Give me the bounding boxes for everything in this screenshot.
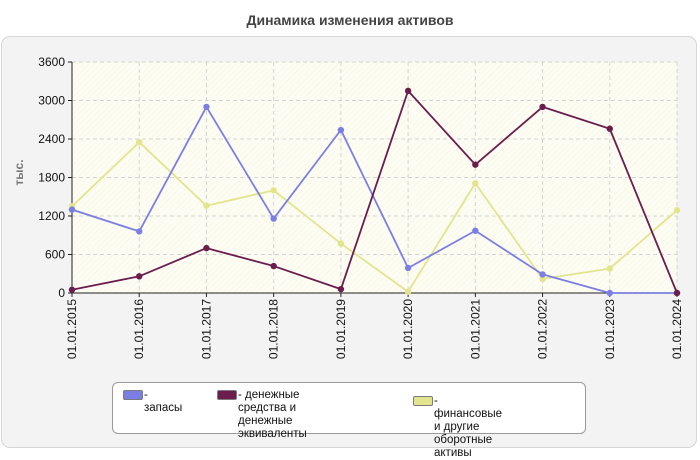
y-tick-label-2: 1200: [38, 209, 65, 223]
series-0-point-4: [337, 126, 345, 134]
series-1: [68, 87, 681, 297]
series-0-point-6: [472, 227, 479, 234]
x-tick-label-1: 01.01.2016: [132, 299, 146, 359]
series-1-point-8: [606, 125, 613, 132]
series-line-0: [71, 106, 677, 294]
legend: - запасы - денежные средства и денежные …: [112, 382, 586, 459]
series-1-point-1: [136, 273, 143, 280]
legend-swatch-zapasy: [123, 390, 143, 400]
y-tick-label-6: 3600: [38, 55, 65, 69]
y-tick-labels: 0 600 1200 1800 2400 3000 3600: [38, 55, 72, 300]
series-line-2: [71, 141, 678, 293]
x-tick-label-8: 01.01.2023: [603, 299, 617, 359]
series-0-point-3: [270, 215, 277, 222]
series-2-point-1: [136, 139, 143, 146]
series-2-point-6: [472, 180, 479, 187]
x-tick-label-5: 01.01.2020: [401, 299, 415, 359]
x-tick-label-3: 01.01.2018: [267, 299, 281, 359]
series-2-point-3: [270, 187, 277, 194]
y-axis-label: тыс.: [12, 159, 26, 185]
x-tick-label-4: 01.01.2019: [334, 299, 348, 359]
series-2-point-2: [203, 202, 210, 209]
series-0-point-1: [136, 228, 143, 235]
chart-title: Динамика изменения активов: [246, 12, 454, 28]
x-tick-labels: 01.01.2015 01.01.2016 01.01.2017 01.01.2018…: [65, 293, 684, 359]
series-1-point-5: [404, 87, 412, 95]
y-tick-label-3: 1800: [38, 171, 65, 185]
series-1-point-4: [337, 285, 345, 293]
series-1-point-0: [68, 286, 76, 293]
series-0-point-0: [68, 206, 76, 213]
series-line-1: [71, 89, 678, 294]
series-1-point-3: [270, 262, 277, 270]
x-tick-label-0: 01.01.2015: [65, 299, 79, 359]
y-tick-label-4: 2400: [38, 132, 65, 146]
series-group: [68, 87, 681, 297]
x-tick-label-7: 01.01.2022: [536, 299, 550, 359]
series-2-point-9: [673, 207, 681, 214]
legend-label-financial: - финансовые и другие оборотные активы: [434, 395, 503, 459]
grid-lines: [72, 61, 678, 293]
series-0-point-8: [606, 289, 613, 297]
series-0-point-2: [203, 103, 210, 111]
y-tick-label-1: 600: [45, 248, 65, 262]
legend-label-zapasy: - запасы: [144, 389, 183, 414]
series-2-point-4: [337, 240, 345, 247]
series-1-point-7: [539, 103, 546, 111]
series-2-point-8: [606, 265, 613, 272]
x-tick-label-6: 01.01.2021: [468, 299, 482, 359]
x-tick-label-9: 01.01.2024: [670, 299, 684, 359]
series-0-point-7: [539, 271, 546, 278]
series-1-point-6: [472, 161, 479, 168]
x-tick-label-2: 01.01.2017: [199, 299, 213, 359]
legend-swatch-cash: [217, 390, 237, 400]
series-1-point-2: [203, 244, 210, 252]
y-tick-label-0: 0: [58, 286, 65, 300]
legend-label-cash: - денежные средства и денежные эквивален…: [238, 389, 307, 440]
y-tick-label-5: 3000: [38, 94, 65, 108]
legend-swatch-financial: [413, 396, 433, 406]
series-1-point-9: [673, 289, 681, 297]
series-2-point-5: [404, 288, 412, 295]
series-2-point-7: [539, 275, 546, 283]
series-0-point-5: [404, 264, 412, 272]
chart-root: Динамика изменения активов 0 600 1200 1800 2…: [1, 12, 697, 459]
